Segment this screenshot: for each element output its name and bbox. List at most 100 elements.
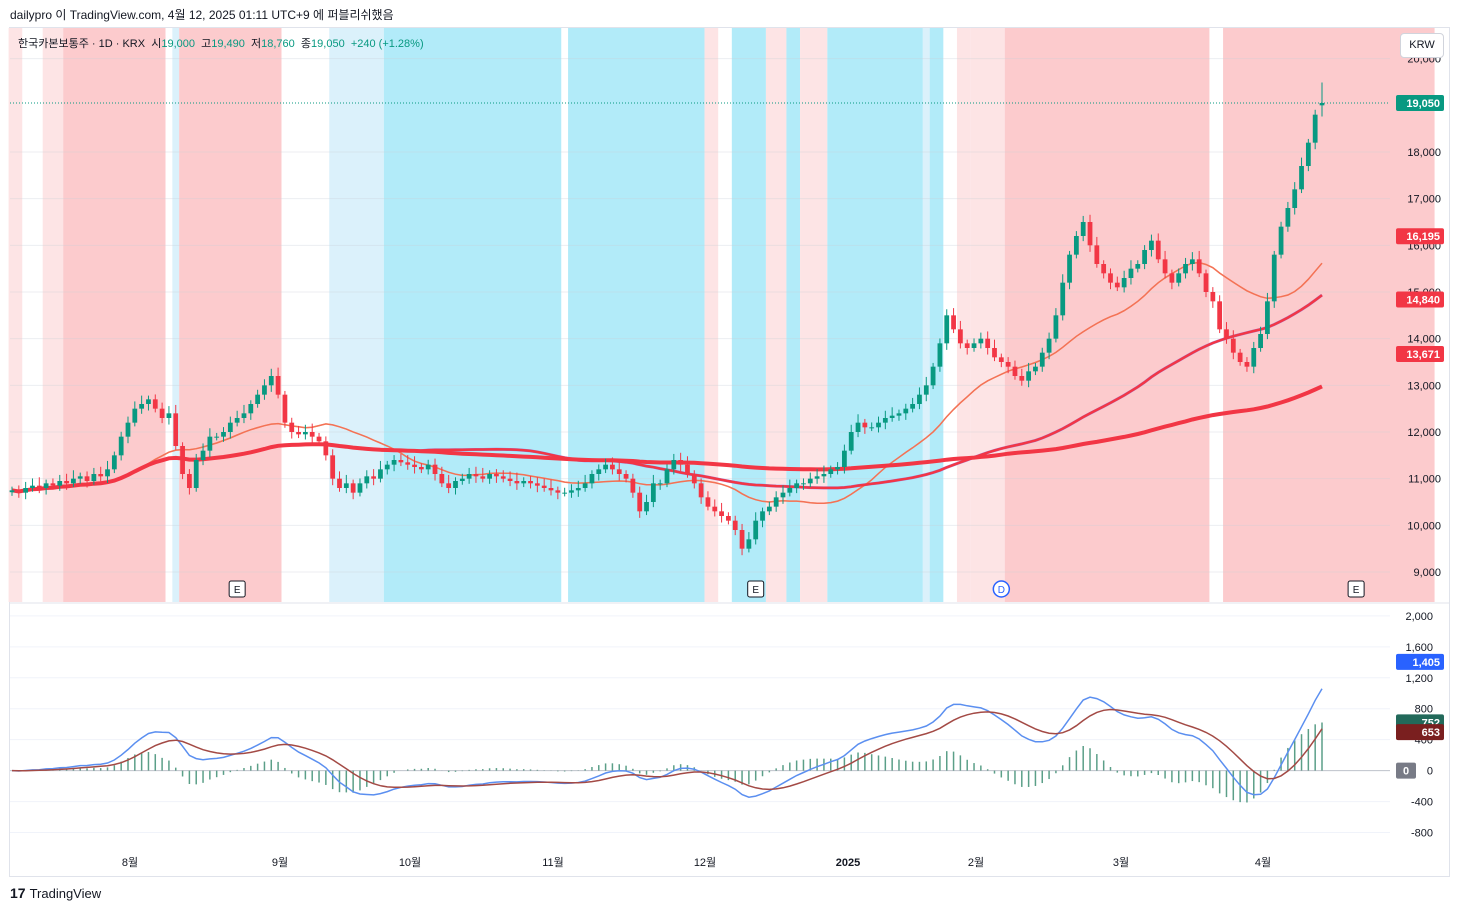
candle-body xyxy=(207,436,213,451)
candle-body xyxy=(937,343,943,367)
candle-body xyxy=(289,422,295,432)
candle-body xyxy=(1005,362,1011,367)
candle-body xyxy=(425,464,431,470)
candle-body xyxy=(268,376,274,386)
candle-body xyxy=(77,476,83,479)
low-label: 저 xyxy=(251,38,262,50)
candle-body xyxy=(951,315,956,330)
symbol-label: 한국카본보통주 · 1D · KRX xyxy=(18,38,146,50)
candle-body xyxy=(985,338,991,348)
candle-body xyxy=(930,366,936,386)
price-badge-bg xyxy=(1396,291,1444,308)
candle-body xyxy=(1114,282,1120,288)
macd-tick-label: 1,600 xyxy=(1405,642,1433,654)
macd-tick-label: 800 xyxy=(1415,704,1433,716)
candle-body xyxy=(84,476,90,481)
trend-zone xyxy=(329,28,384,602)
zero-badge-bg xyxy=(1396,762,1416,779)
ma-120-line xyxy=(11,384,1323,494)
candle-body xyxy=(1108,273,1113,283)
trend-zone xyxy=(827,28,923,602)
candle-body xyxy=(1039,352,1045,367)
candle-body xyxy=(1285,208,1291,227)
candle-body xyxy=(152,399,158,409)
candle-body xyxy=(705,497,711,507)
candle-body xyxy=(1128,268,1134,278)
candle-body xyxy=(903,408,909,414)
candle-body xyxy=(957,329,963,344)
earnings-marker-label: E xyxy=(1353,585,1360,596)
candle-body xyxy=(1101,264,1107,274)
candle-body xyxy=(753,520,759,540)
candle-body xyxy=(978,338,984,344)
candle-body xyxy=(1087,222,1093,246)
trend-zone xyxy=(970,28,1005,602)
high-value: 19,490 xyxy=(211,38,245,50)
candle-body xyxy=(1169,273,1175,283)
time-axis-label: 10월 xyxy=(399,856,421,869)
candle-body xyxy=(71,478,76,484)
candle-body xyxy=(637,492,643,512)
candle-body xyxy=(255,394,261,404)
candle-body xyxy=(193,460,199,488)
price-badge-bg xyxy=(1396,228,1444,245)
time-axis-label: 2월 xyxy=(968,856,984,869)
candle-body xyxy=(521,481,527,484)
candle-body xyxy=(1244,362,1250,367)
candle-body xyxy=(1073,236,1079,255)
candle-body xyxy=(98,474,104,477)
candle-body xyxy=(569,490,574,493)
trend-zone xyxy=(8,28,23,602)
candle-body xyxy=(432,464,438,474)
candle-body xyxy=(139,404,145,409)
candle-body xyxy=(1305,142,1311,166)
macd-tick-label: 1,200 xyxy=(1405,673,1433,685)
candle-body xyxy=(234,418,240,423)
candle-body xyxy=(855,422,861,432)
candle-body xyxy=(746,539,752,549)
candle-body xyxy=(923,385,929,395)
candle-body xyxy=(582,483,588,488)
trend-zone xyxy=(383,28,562,602)
macd-tick-label: -400 xyxy=(1411,797,1433,809)
candle-body xyxy=(821,474,827,477)
candle-body xyxy=(732,520,738,530)
candle-body xyxy=(248,404,254,414)
candle-body xyxy=(350,483,356,493)
tradingview-logo[interactable]: 17 TradingView xyxy=(10,885,101,901)
candle-body xyxy=(446,483,452,488)
candle-body xyxy=(105,469,110,477)
candle-body xyxy=(1094,245,1100,264)
candle-body xyxy=(1217,301,1223,330)
earnings-marker-label: E xyxy=(752,585,759,596)
candle-body xyxy=(712,506,718,512)
candle-body xyxy=(200,450,206,460)
candle-body xyxy=(869,427,875,429)
candle-body xyxy=(671,460,677,470)
candle-body xyxy=(180,446,185,474)
price-tick-label: 11,000 xyxy=(1408,474,1441,486)
candle-body xyxy=(603,464,608,470)
candle-body xyxy=(760,511,765,521)
price-badge-bg xyxy=(1396,95,1444,111)
candle-body xyxy=(726,516,731,521)
candle-body xyxy=(896,413,902,416)
candle-body xyxy=(262,385,267,395)
trend-zone xyxy=(42,28,64,602)
time-axis-label: 3월 xyxy=(1113,856,1129,869)
macd-badge: 1,405 xyxy=(1412,657,1440,669)
price-tick-label: 17,000 xyxy=(1407,194,1441,206)
candle-body xyxy=(623,474,629,479)
currency-button[interactable]: KRW xyxy=(1400,33,1444,58)
zero-badge: 0 xyxy=(1403,766,1409,778)
candle-body xyxy=(719,511,724,516)
candle-body xyxy=(64,481,69,484)
candle-body xyxy=(159,408,165,418)
candle-body xyxy=(828,469,834,474)
macd-tick-label: -800 xyxy=(1411,828,1433,840)
trend-zone xyxy=(1223,28,1435,602)
publish-info: dailypro 이 TradingView.com, 4월 12, 2025 … xyxy=(10,8,394,22)
candle-body xyxy=(507,478,513,481)
candle-body xyxy=(173,413,179,446)
